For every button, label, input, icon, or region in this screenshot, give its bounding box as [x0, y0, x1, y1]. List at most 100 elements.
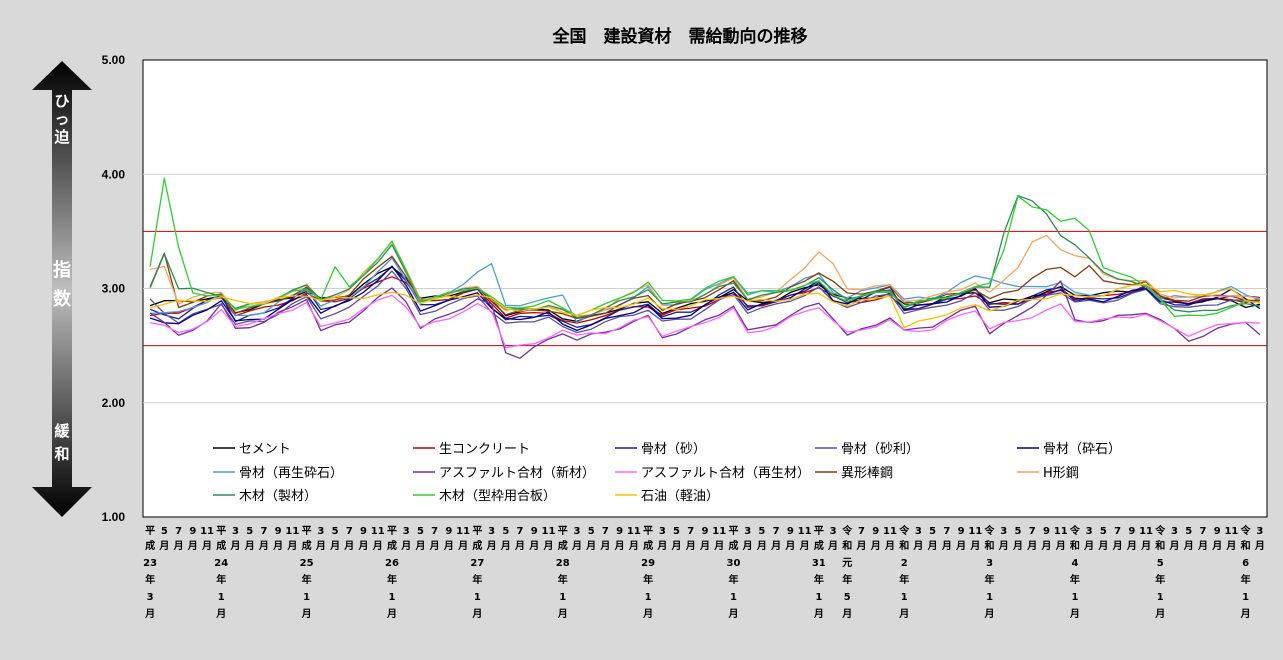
series-line-12	[149, 283, 1261, 329]
x-tick-label: 令和元年 5 月	[841, 524, 853, 620]
legend-box	[205, 435, 1211, 507]
x-tick-label: 平成 25 年 1 月	[300, 525, 314, 620]
x-tick-label: 令和 4 年 1 月	[1069, 524, 1081, 620]
arrow-label-text: 緩和	[54, 422, 70, 463]
x-tick-label: 令和 6 年 1 月	[1240, 524, 1252, 620]
x-tick-label: 11 月	[1224, 526, 1238, 552]
x-tick-label: 平成 28 年 1 月	[556, 525, 570, 620]
chart-title: 全国 建設資材 需給動向の推移	[552, 26, 808, 47]
legend: セメント 生コンクリート 骨材（砂） 骨材（砂利） 骨材（砕石） 骨材（再生砕石） アスファ…	[205, 435, 1211, 507]
x-axis-labels: 平成 23 年 3 月5 月7 月9 月11 月平成 24 年 1 月3 月5 月7 月9 月11 月平成 25 年 1…	[143, 524, 1265, 620]
x-tick-label: 平成 26 年 1 月	[385, 525, 399, 620]
x-tick-label: 11 月	[285, 526, 299, 552]
series-line-6	[149, 280, 1261, 359]
legend-label: H形鋼	[1043, 466, 1079, 481]
series-lines	[149, 177, 1261, 359]
x-tick-label: 11 月	[1139, 526, 1153, 552]
x-tick-label: 平成 27 年 1 月	[470, 525, 484, 620]
x-tick-label: 11 月	[371, 526, 385, 552]
arrow-label-middle: 指数	[53, 259, 72, 310]
x-tick-label: 11 月	[883, 526, 897, 552]
arrow-label-text: 指数	[53, 259, 72, 310]
x-tick-label: 11 月	[542, 526, 556, 552]
arrow-label-top: ひっ迫	[54, 92, 70, 146]
legend-label: アスファルト合材（新材）	[439, 465, 595, 481]
series-line-10	[149, 194, 1261, 319]
x-tick-label: 11 月	[627, 526, 641, 552]
legend-label: 異形棒鋼	[841, 466, 893, 481]
scale-arrow: ひっ迫 指数 緩和	[32, 61, 92, 517]
y-tick-label: 5.00	[102, 53, 126, 67]
x-tick-label: 令和 2 年 1 月	[898, 524, 910, 620]
y-axis-ticks: 5.00 4.00 3.00 2.00 1.00	[102, 53, 126, 524]
x-tick-label: 平成 29 年 1 月	[641, 525, 655, 620]
legend-label: 骨材（再生砕石）	[239, 466, 343, 481]
series-line-4	[149, 265, 1261, 332]
legend-label: 木材（型枠用合板）	[439, 489, 556, 504]
series-line-3	[149, 270, 1261, 334]
x-tick-label: 令和 5 年 1 月	[1154, 524, 1166, 620]
arrow-label-bottom: 緩和	[54, 422, 70, 463]
x-tick-label: 平成 30 年 1 月	[726, 525, 740, 620]
legend-label: アスファルト合材（再生材）	[641, 466, 810, 481]
series-line-8	[149, 252, 1260, 320]
x-tick-label: 11 月	[798, 526, 812, 552]
y-tick-label: 2.00	[102, 396, 126, 410]
x-tick-label: 11 月	[200, 526, 214, 552]
arrow-label-text: ひっ迫	[54, 92, 70, 146]
x-tick-label: 11 月	[1054, 526, 1068, 552]
reference-lines	[143, 230, 1267, 347]
legend-label: 骨材（砕石）	[1043, 442, 1121, 457]
x-tick-label: 11 月	[712, 526, 726, 552]
x-tick-label: 平成 24 年 1 月	[214, 525, 228, 620]
legend-label: 石油（軽油）	[641, 489, 719, 504]
y-tick-label: 4.00	[102, 167, 126, 181]
x-tick-label: 平成 23 年 3 月	[143, 525, 157, 620]
legend-label: 生コンクリート	[439, 442, 530, 457]
